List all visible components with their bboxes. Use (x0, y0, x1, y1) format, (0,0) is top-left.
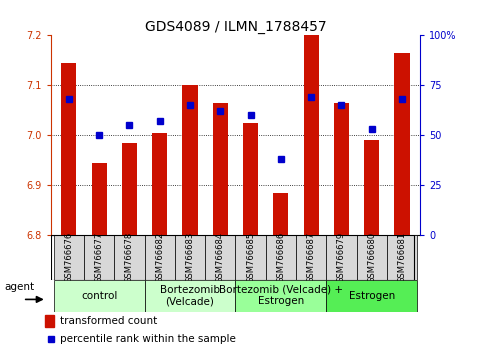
Bar (144, 235, 175, 280)
Bar (175, 235, 205, 280)
Bar (152, 133, 167, 235)
Text: Estrogen: Estrogen (349, 291, 395, 301)
Bar (273, 193, 288, 235)
Bar (327, 235, 356, 280)
Bar (45, 315, 54, 327)
Text: Bortezomib
(Velcade): Bortezomib (Velcade) (160, 285, 220, 307)
Text: GSM766683: GSM766683 (185, 232, 195, 283)
Bar (92, 163, 107, 235)
Text: GSM766676: GSM766676 (64, 232, 73, 283)
Bar (236, 235, 266, 280)
Text: GSM766681: GSM766681 (398, 232, 407, 283)
Bar (236, 280, 327, 312)
Bar (334, 103, 349, 235)
Bar (61, 63, 76, 235)
Bar (54, 235, 84, 280)
Bar (395, 53, 410, 235)
Bar (122, 143, 137, 235)
Text: control: control (81, 291, 117, 301)
Text: agent: agent (4, 282, 34, 292)
Text: GSM766685: GSM766685 (246, 232, 255, 283)
Bar (266, 235, 296, 280)
Text: GSM766677: GSM766677 (95, 232, 104, 283)
Text: GSM766678: GSM766678 (125, 232, 134, 283)
Text: transformed count: transformed count (60, 316, 157, 326)
Bar (114, 235, 144, 280)
Bar (304, 35, 319, 235)
Text: GSM766684: GSM766684 (216, 232, 225, 283)
Text: percentile rank within the sample: percentile rank within the sample (60, 334, 236, 344)
Bar (327, 280, 417, 312)
Text: GSM766680: GSM766680 (367, 232, 376, 283)
Text: GSM766679: GSM766679 (337, 232, 346, 283)
Bar (144, 280, 236, 312)
Bar (205, 235, 236, 280)
Bar (54, 280, 144, 312)
Text: GSM766687: GSM766687 (307, 232, 316, 283)
Text: GSM766686: GSM766686 (276, 232, 285, 283)
Bar (387, 235, 417, 280)
Bar (213, 103, 228, 235)
Bar (84, 235, 114, 280)
Text: Bortezomib (Velcade) +
Estrogen: Bortezomib (Velcade) + Estrogen (219, 285, 343, 307)
Title: GDS4089 / ILMN_1788457: GDS4089 / ILMN_1788457 (144, 21, 327, 34)
Bar (296, 235, 327, 280)
Bar (356, 235, 387, 280)
Text: GSM766682: GSM766682 (155, 232, 164, 283)
Bar (243, 123, 258, 235)
Bar (183, 85, 198, 235)
Bar (364, 141, 379, 235)
